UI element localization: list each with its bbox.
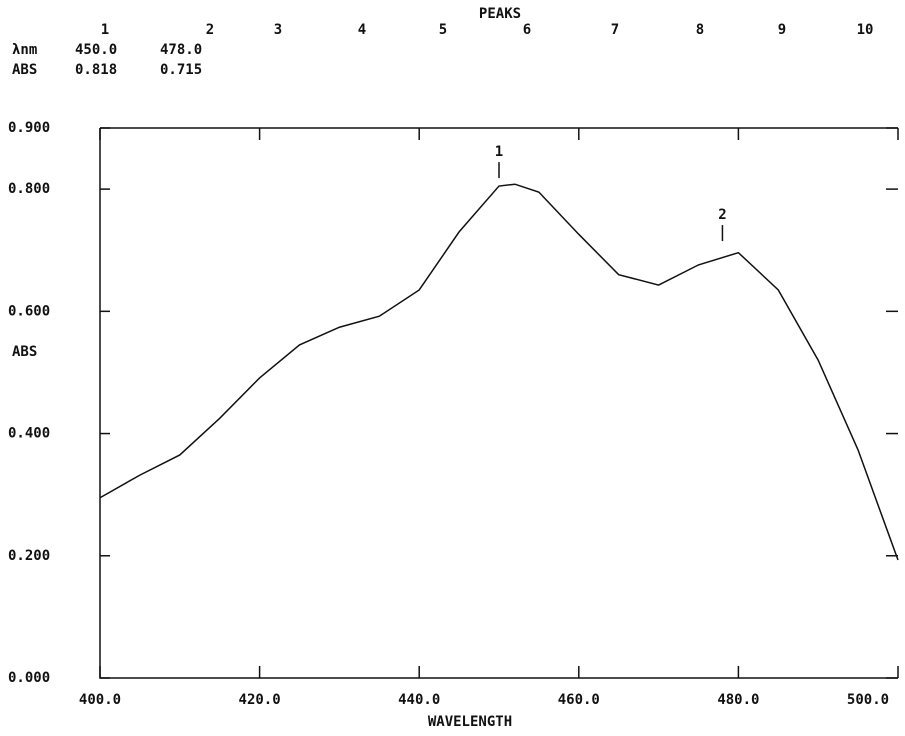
peak-number: 4 xyxy=(358,22,366,38)
peak-number: 5 xyxy=(439,22,447,38)
x-tick-label: 480.0 xyxy=(717,692,759,708)
x-tick-label: 460.0 xyxy=(558,692,600,708)
peak-number: 3 xyxy=(274,22,282,38)
x-tick-label: 440.0 xyxy=(398,692,440,708)
y-tick-label: 0.000 xyxy=(8,670,50,686)
axis-frame xyxy=(100,128,898,678)
peak-number: 10 xyxy=(857,22,874,38)
peak-number: 7 xyxy=(611,22,619,38)
y-tick-label: 0.900 xyxy=(8,120,50,136)
peak-label: 2 xyxy=(718,207,726,223)
y-tick-label: 0.600 xyxy=(8,303,50,319)
peak-row-value: 0.715 xyxy=(160,62,202,78)
y-axis-label: ABS xyxy=(12,344,37,360)
peak-row-value: 478.0 xyxy=(160,42,202,58)
x-tick-label: 500.0 xyxy=(847,692,889,708)
peak-number: 1 xyxy=(101,22,109,38)
peak-row-label: ABS xyxy=(12,62,37,78)
spectrum-line xyxy=(100,184,898,560)
y-tick-label: 0.800 xyxy=(8,181,50,197)
peak-number: 6 xyxy=(523,22,531,38)
peak-number: 9 xyxy=(778,22,786,38)
x-tick-label: 420.0 xyxy=(239,692,281,708)
y-tick-label: 0.200 xyxy=(8,548,50,564)
peak-number: 2 xyxy=(206,22,214,38)
y-tick-label: 0.400 xyxy=(8,426,50,442)
chart: PEAKS WAVELENGTH ABS 1 2 3 4 5 6 7 8 9 10 λnm 450.0… xyxy=(0,0,905,736)
peak-row-label: λnm xyxy=(12,42,37,58)
peak-row-value: 450.0 xyxy=(75,42,117,58)
x-axis-label: WAVELENGTH xyxy=(428,714,512,730)
peak-number: 8 xyxy=(696,22,704,38)
peaks-title: PEAKS xyxy=(479,6,521,22)
peak-row-value: 0.818 xyxy=(75,62,117,78)
peak-label: 1 xyxy=(495,144,503,160)
x-tick-label: 400.0 xyxy=(79,692,121,708)
